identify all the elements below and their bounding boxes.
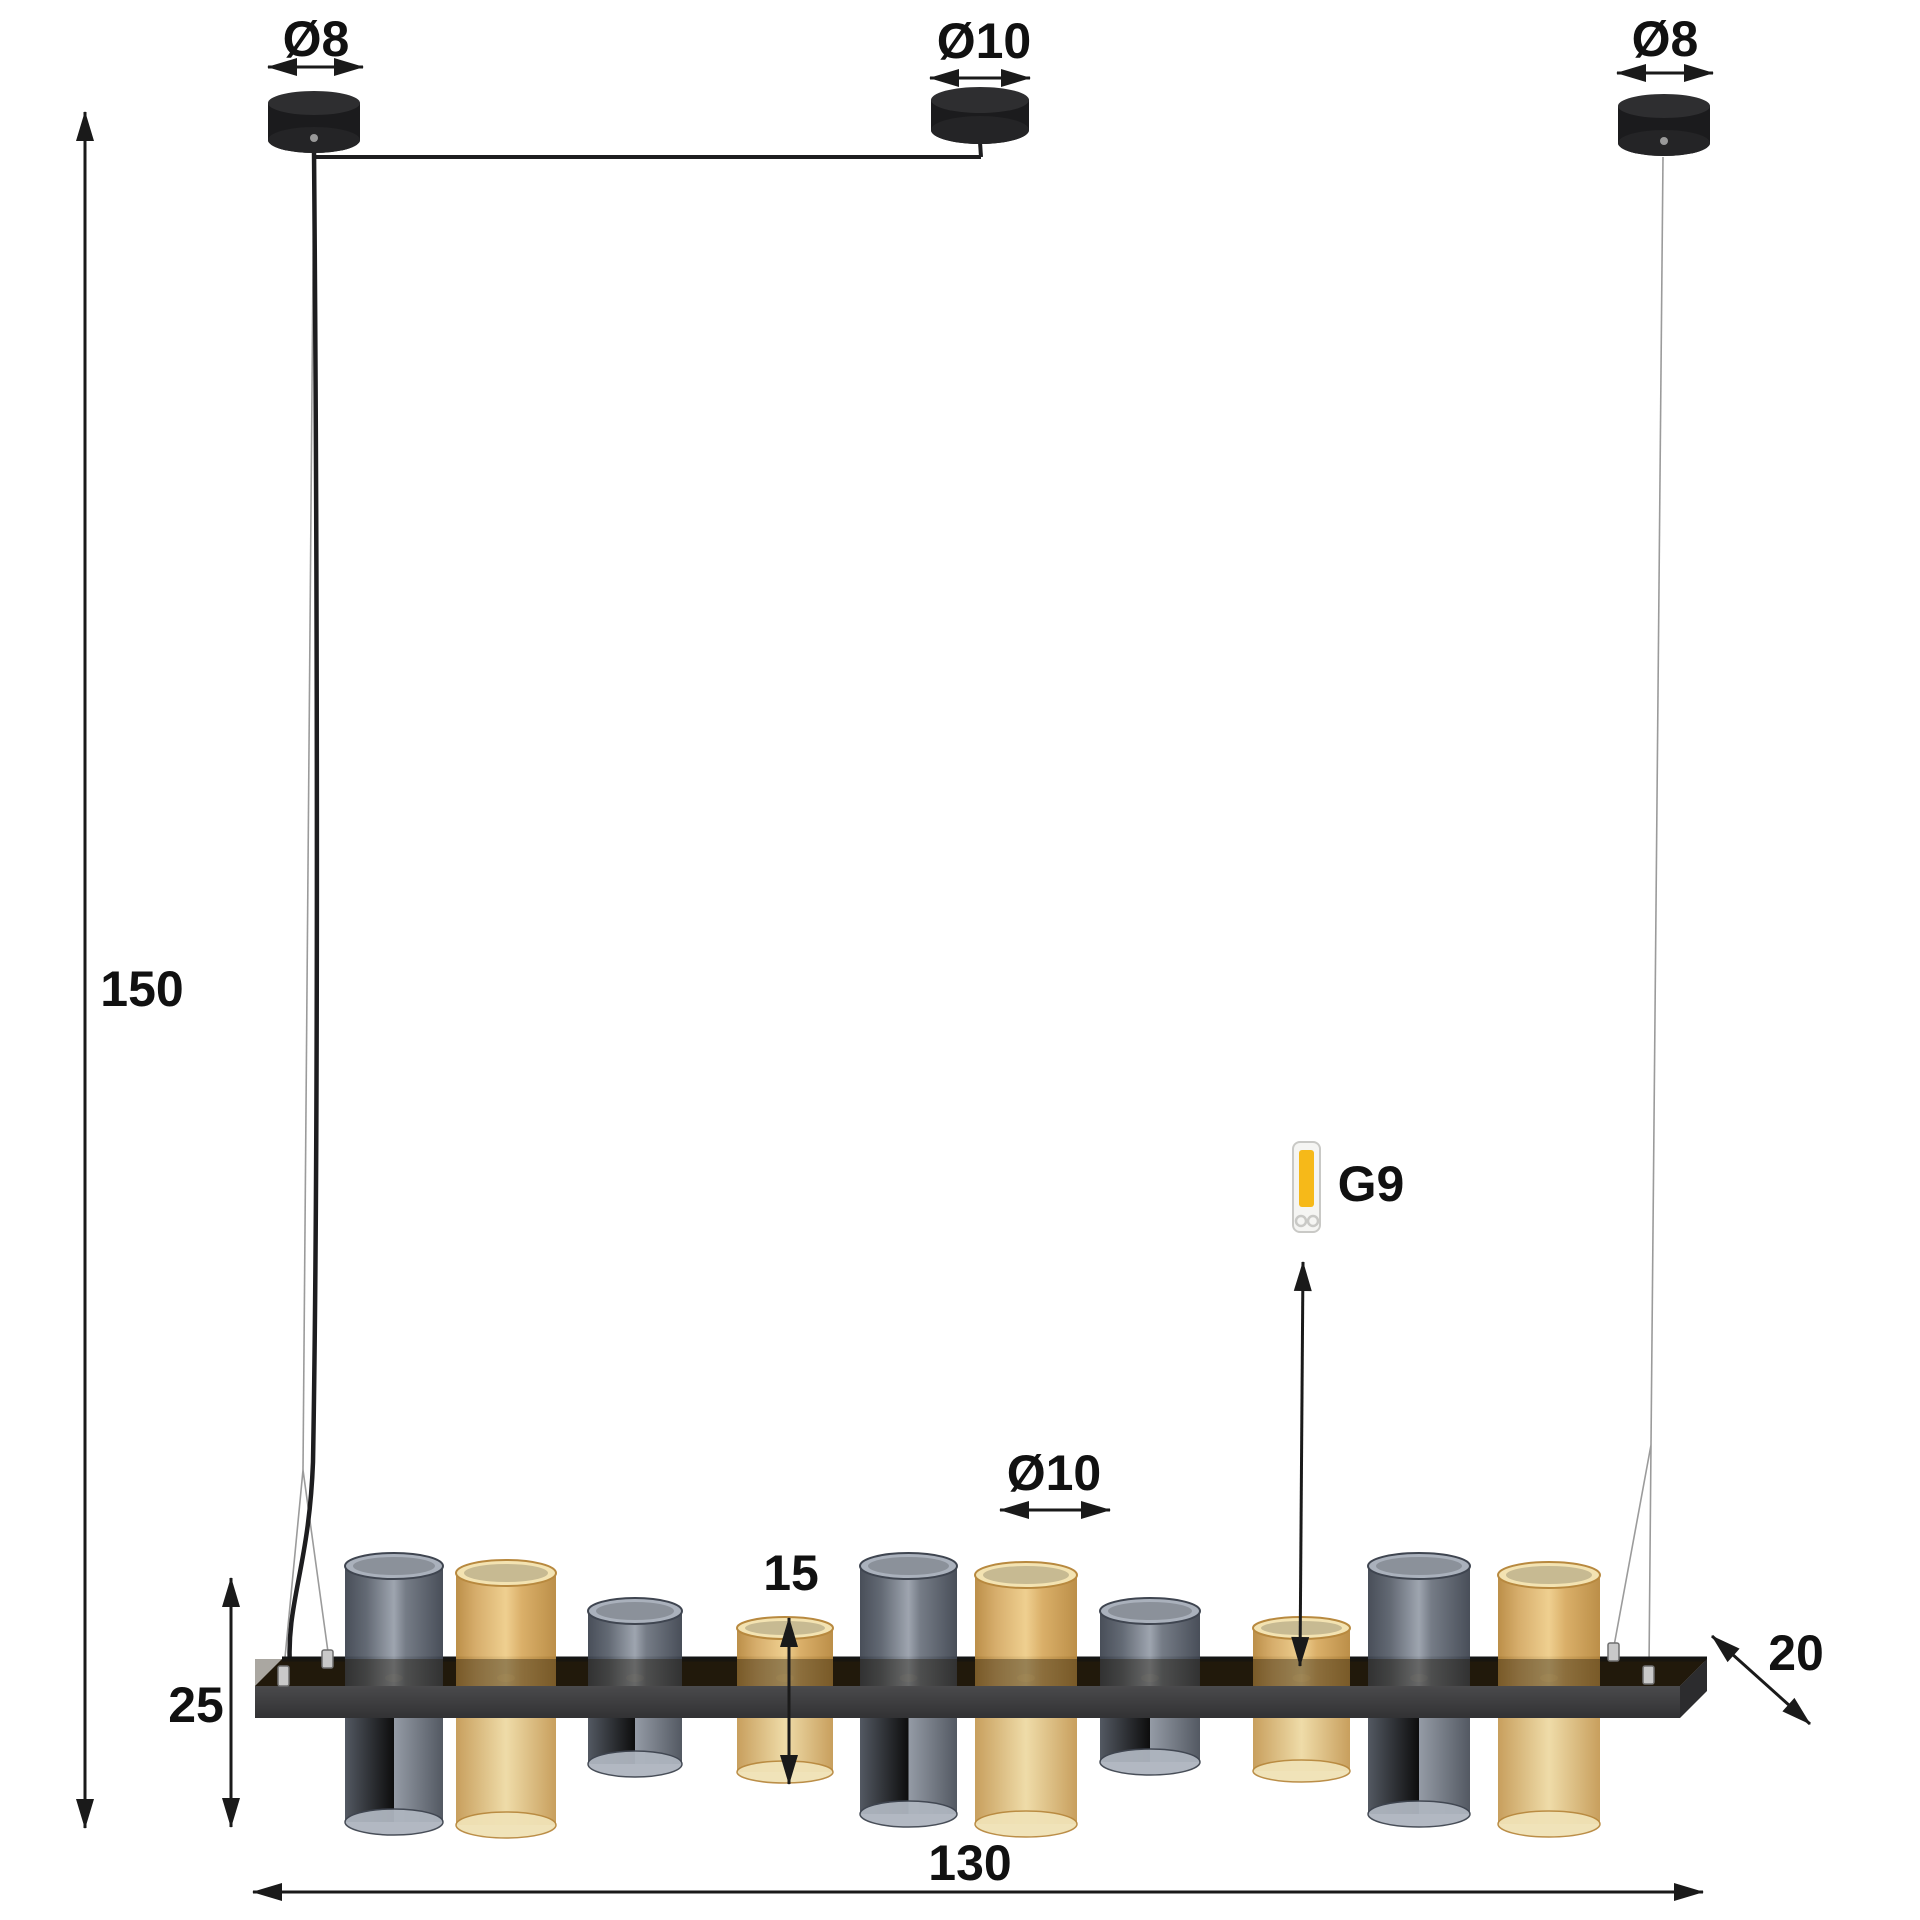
glass-cylinder-top-rim bbox=[587, 1597, 683, 1625]
canopy-middle-underside bbox=[931, 116, 1029, 144]
glass-cylinder-top-inner bbox=[868, 1557, 949, 1575]
glass-cylinder-bottom-rim bbox=[859, 1800, 958, 1828]
cable-anchor-posts bbox=[277, 1642, 1655, 1687]
glass-cylinder-above bbox=[345, 1566, 443, 1688]
dim-frame-length: 130 bbox=[252, 1835, 1704, 1901]
dim-label-suspension-height: 150 bbox=[100, 961, 183, 1017]
dim-label-canopy-middle: Ø10 bbox=[937, 13, 1032, 69]
dim-shade-diameter: Ø10 bbox=[999, 1445, 1111, 1519]
suspension bbox=[283, 141, 1664, 1671]
frame-front-face bbox=[255, 1686, 1680, 1718]
dim-label-fixture-height: 25 bbox=[168, 1677, 224, 1733]
dim-label-small-shade-height: 15 bbox=[763, 1545, 819, 1601]
glass-cylinder-top-rim bbox=[1497, 1561, 1601, 1589]
glass-cylinder-below bbox=[456, 1718, 556, 1825]
glass-cylinder-bottom-rim bbox=[736, 1760, 834, 1784]
glass-cylinder-top-inner bbox=[464, 1564, 548, 1582]
cable-anchor-post bbox=[277, 1665, 290, 1687]
glass-cylinder-bottom-rim bbox=[344, 1808, 444, 1836]
dimension-annotations: Ø8 Ø10 Ø8 150 25 15 Ø10 G9 bbox=[76, 11, 1824, 1901]
dim-bulb-type: G9 bbox=[1291, 1156, 1405, 1667]
canopy-left-screw bbox=[310, 134, 318, 142]
canopy-right-screw bbox=[1660, 137, 1668, 145]
frame-tray-shadow bbox=[255, 1659, 1707, 1686]
dim-label-bulb-type: G9 bbox=[1338, 1156, 1405, 1212]
dim-fixture-height: 25 bbox=[168, 1577, 240, 1828]
glass-cylinder-below bbox=[345, 1718, 443, 1822]
dim-suspension-height: 150 bbox=[76, 111, 184, 1829]
glass-cylinder-below bbox=[975, 1718, 1077, 1824]
glass-cylinder-top-rim bbox=[974, 1561, 1078, 1589]
canopy-right bbox=[1618, 94, 1710, 156]
dim-label-frame-length: 130 bbox=[928, 1835, 1011, 1891]
glass-cylinder-top-inner bbox=[745, 1621, 825, 1635]
glass-cylinder-above bbox=[860, 1566, 957, 1688]
glass-cylinder-above bbox=[1498, 1575, 1600, 1688]
glass-cylinder-top-rim bbox=[1367, 1552, 1471, 1580]
steel-cable-right bbox=[1650, 156, 1664, 1446]
dim-label-shade-diameter: Ø10 bbox=[1007, 1445, 1102, 1501]
dim-canopy-left-diameter: Ø8 bbox=[267, 11, 364, 76]
glass-cylinders-above bbox=[344, 1552, 1601, 1688]
glass-cylinder-above bbox=[975, 1575, 1077, 1688]
dim-small-shade-height: 15 bbox=[763, 1545, 819, 1785]
dim-label-canopy-left: Ø8 bbox=[283, 11, 350, 67]
dim-frame-depth: 20 bbox=[1710, 1625, 1824, 1726]
canopy-right-top bbox=[1618, 94, 1710, 118]
canopy-left-top bbox=[268, 91, 360, 115]
glass-cylinder-top-inner bbox=[596, 1602, 674, 1620]
glass-cylinder-bottom-rim bbox=[587, 1750, 683, 1778]
glass-cylinder-below bbox=[860, 1718, 957, 1814]
canopy-middle bbox=[931, 87, 1029, 144]
glass-cylinder-bottom-rim bbox=[974, 1810, 1078, 1838]
middle-canopy-cord bbox=[978, 141, 983, 158]
glass-cylinder-bottom-rim bbox=[455, 1811, 557, 1839]
glass-cylinder-above bbox=[456, 1573, 556, 1688]
g9-bulb-pin-left bbox=[1294, 1214, 1308, 1228]
glass-cylinder-top-inner bbox=[1376, 1557, 1462, 1575]
g9-bulb-pin-right bbox=[1306, 1214, 1320, 1228]
glass-cylinder-bottom-rim bbox=[1367, 1800, 1471, 1828]
glass-cylinder-top-rim bbox=[455, 1559, 557, 1587]
dim-arrow-bulb-position bbox=[1291, 1261, 1312, 1667]
glass-cylinder-top-inner bbox=[983, 1566, 1069, 1584]
cable-anchor-post bbox=[1607, 1642, 1620, 1662]
steel-cable-left-v bbox=[283, 1469, 329, 1669]
steel-cable-left bbox=[302, 147, 315, 1471]
glass-cylinder-below bbox=[1368, 1718, 1470, 1814]
canopy-middle-top bbox=[931, 87, 1029, 113]
glass-cylinder-top-rim bbox=[1099, 1597, 1201, 1625]
dim-arrow-frame-depth bbox=[1710, 1634, 1812, 1726]
dim-label-canopy-right: Ø8 bbox=[1632, 11, 1699, 67]
glass-cylinder-top-inner bbox=[353, 1557, 435, 1575]
canopy-left bbox=[268, 91, 360, 153]
frame-right-cap bbox=[1680, 1659, 1707, 1718]
dim-canopy-right-diameter: Ø8 bbox=[1616, 11, 1714, 82]
steel-cable-right-v bbox=[1613, 1444, 1652, 1669]
glass-cylinder-top-inner bbox=[1506, 1566, 1592, 1584]
glass-cylinders-below bbox=[344, 1718, 1601, 1839]
glass-cylinder-bottom-rim bbox=[1497, 1810, 1601, 1838]
glass-cylinder-bottom-rim bbox=[1252, 1759, 1351, 1783]
dim-canopy-middle-diameter: Ø10 bbox=[929, 13, 1032, 87]
glass-cylinder-top-inner bbox=[1108, 1602, 1192, 1620]
glass-cylinder-top-rim bbox=[859, 1552, 958, 1580]
glass-cylinder-below bbox=[1498, 1718, 1600, 1824]
cable-anchor-post bbox=[321, 1649, 334, 1669]
dim-label-frame-depth: 20 bbox=[1768, 1625, 1824, 1681]
glass-cylinder-top-rim bbox=[344, 1552, 444, 1580]
g9-bulb-led bbox=[1299, 1150, 1314, 1207]
lamp-fixture bbox=[255, 1552, 1707, 1839]
g9-bulb bbox=[1292, 1141, 1321, 1233]
cable-anchor-post bbox=[1642, 1665, 1655, 1685]
power-cord-left bbox=[287, 147, 320, 1671]
glass-cylinder-above bbox=[1368, 1566, 1470, 1688]
glass-cylinder-bottom-rim bbox=[1099, 1748, 1201, 1776]
